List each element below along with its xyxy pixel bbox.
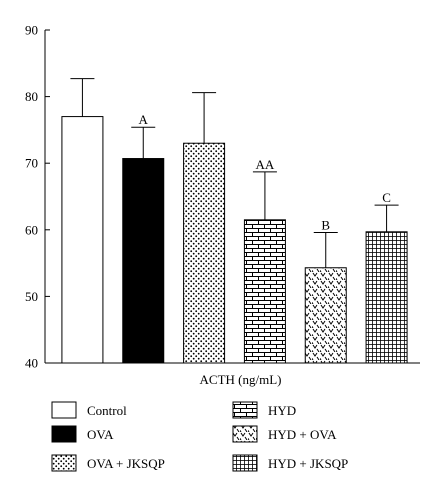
- bar-6: [365, 231, 408, 364]
- legend-label: HYD: [268, 403, 296, 418]
- legend-swatch: [51, 401, 77, 419]
- legend-swatch: [232, 454, 258, 472]
- y-tick-label: 80: [25, 89, 38, 104]
- axes: 40 50 60 70 80 90: [25, 23, 420, 371]
- legend-swatch: [232, 401, 258, 419]
- y-tick-label: 90: [25, 23, 38, 38]
- legend-label: HYD + JKSQP: [268, 456, 348, 471]
- legend: Control OVA OVA + JKSQP HYD HYD + OVA HYD + J…: [51, 401, 348, 472]
- bar-3: [183, 142, 226, 364]
- bar-4: [243, 219, 286, 364]
- y-tick-label: 40: [25, 356, 38, 371]
- y-tick-label: 50: [25, 289, 38, 304]
- legend-label: HYD + OVA: [268, 427, 337, 442]
- legend-swatch: [51, 454, 77, 472]
- bar-1: [61, 116, 104, 364]
- significance-label: A: [139, 112, 149, 127]
- significance-label: AA: [256, 157, 275, 172]
- bar-5: [304, 267, 347, 364]
- x-axis-label: ACTH (ng/mL): [200, 372, 282, 387]
- legend-label: OVA: [87, 427, 114, 442]
- bar-2: [122, 158, 165, 364]
- y-tick-label: 70: [25, 156, 38, 171]
- legend-label: OVA + JKSQP: [87, 456, 165, 471]
- legend-swatch: [232, 425, 258, 443]
- error-bars: [70, 78, 399, 268]
- legend-swatch: [51, 425, 77, 443]
- y-tick-label: 60: [25, 222, 38, 237]
- legend-label: Control: [87, 403, 127, 418]
- significance-label: B: [321, 217, 330, 232]
- significance-label: C: [382, 190, 391, 205]
- bars: [61, 116, 408, 364]
